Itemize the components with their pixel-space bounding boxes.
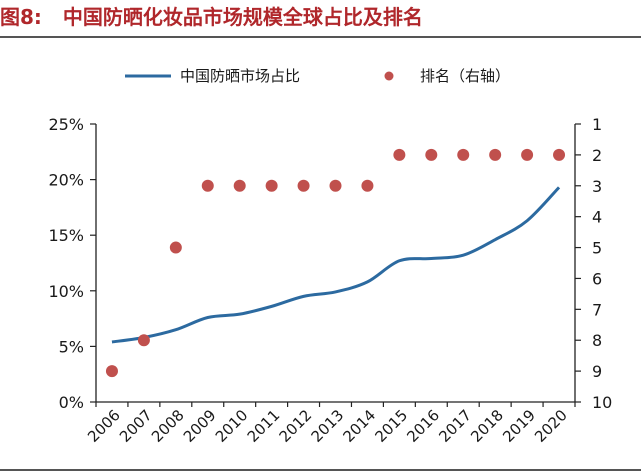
- legend-label-share: 中国防晒市场占比: [180, 67, 300, 85]
- rank-point: [361, 179, 374, 192]
- bottom-divider: [0, 469, 641, 471]
- title-divider: [0, 36, 641, 38]
- rank-point: [393, 148, 406, 161]
- rank-point: [105, 365, 118, 378]
- x-tick-label: 2020: [531, 406, 571, 446]
- y-right-tick-label: 7: [592, 300, 602, 319]
- y-right-tick-label: 9: [592, 362, 602, 381]
- legend: 中国防晒市场占比 排名（右轴）: [125, 67, 510, 85]
- rank-point: [297, 179, 310, 192]
- x-tick-label: 2017: [435, 406, 475, 446]
- rank-point: [489, 148, 502, 161]
- y-left-tick-label: 5%: [59, 337, 84, 356]
- y-right-tick-label: 6: [592, 269, 602, 288]
- figure-title: 图8: 中国防晒化妆品市场规模全球占比及排名: [0, 0, 641, 34]
- x-tick-label: 2012: [276, 406, 316, 446]
- y-left-tick-label: 10%: [48, 282, 84, 301]
- y-right-tick-label: 3: [592, 177, 602, 196]
- x-tick-label: 2013: [308, 406, 348, 446]
- figure-title-text: 中国防晒化妆品市场规模全球占比及排名: [62, 5, 423, 29]
- y-right-tick-label: 10: [592, 393, 612, 412]
- rank-point: [137, 334, 150, 347]
- x-tick-label: 2014: [340, 406, 380, 446]
- y-right-tick-label: 5: [592, 239, 602, 258]
- x-tick-label: 2008: [148, 406, 188, 446]
- x-tick-label: 2018: [467, 406, 507, 446]
- y-left-tick-label: 25%: [48, 115, 84, 134]
- rank-point: [329, 179, 342, 192]
- x-tick-label: 2006: [84, 406, 124, 446]
- axes: 0%5%10%15%20%25% 123456789102006200720082…: [48, 115, 612, 446]
- series-layer: [105, 148, 566, 378]
- y-left-tick-label: 20%: [48, 171, 84, 190]
- y-left-tick-label: 15%: [48, 226, 84, 245]
- x-tick-label: 2009: [180, 406, 220, 446]
- x-tick-label: 2019: [499, 406, 539, 446]
- rank-point: [265, 179, 278, 192]
- y-right-tick-label: 4: [592, 208, 602, 227]
- x-tick-label: 2007: [116, 406, 156, 446]
- rank-point: [553, 148, 566, 161]
- x-tick-label: 2011: [244, 406, 284, 446]
- legend-label-rank: 排名（右轴）: [420, 67, 510, 85]
- x-tick-label: 2016: [403, 406, 443, 446]
- x-tick-label: 2010: [212, 406, 252, 446]
- y-right-tick-label: 2: [592, 146, 602, 165]
- x-tick-label: 2015: [371, 406, 411, 446]
- rank-point: [201, 179, 214, 192]
- rank-point: [233, 179, 246, 192]
- legend-dot-swatch: [384, 71, 394, 81]
- y-right-tick-label: 8: [592, 331, 602, 350]
- rank-point: [425, 148, 438, 161]
- share-line: [111, 186, 561, 344]
- rank-point: [457, 148, 470, 161]
- y-left-tick-label: 0%: [59, 393, 84, 412]
- y-right-tick-label: 1: [592, 115, 602, 134]
- rank-point: [169, 241, 182, 254]
- figure-label: 图8:: [0, 5, 42, 29]
- rank-point: [521, 148, 534, 161]
